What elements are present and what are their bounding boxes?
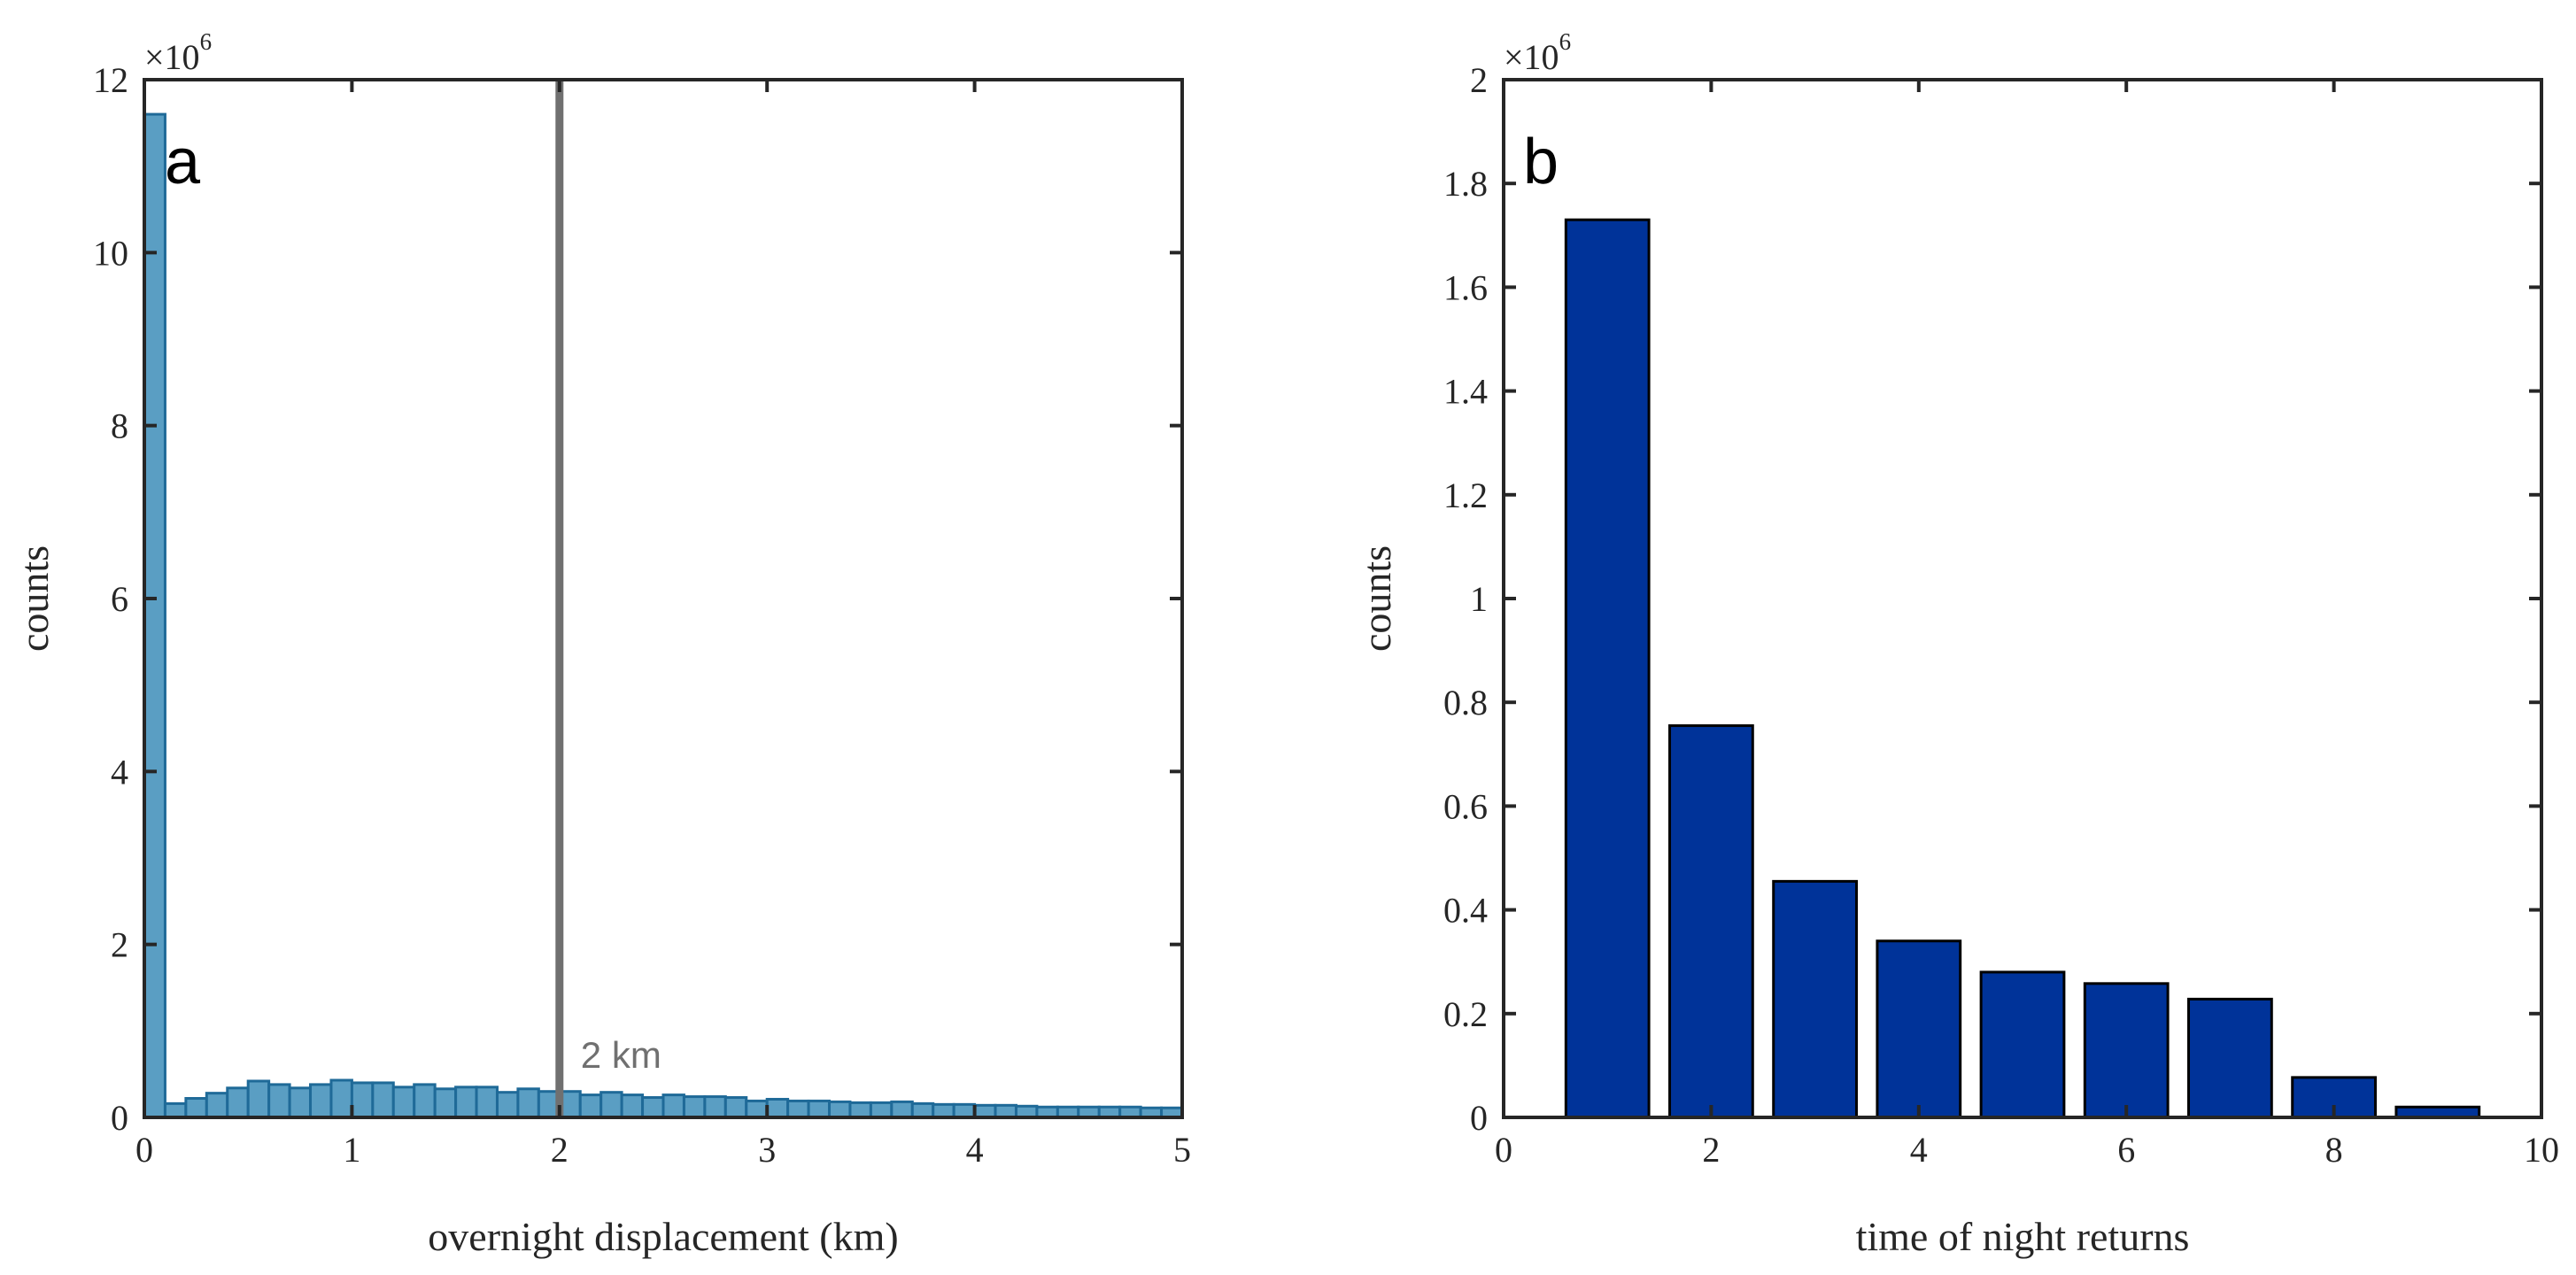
panel-a-y-tick-label: 10 (93, 233, 128, 273)
panel-a-y-multiplier-base: ×10 (144, 37, 200, 77)
panel-a-y-multiplier-exponent: 6 (200, 28, 213, 55)
bar (1979, 970, 2066, 1119)
panel-b-y-tick-label: 1.2 (1443, 475, 1488, 515)
panel-a-x-tick-label: 0 (135, 1130, 153, 1170)
panel-b-y-tick-label: 0.6 (1443, 786, 1488, 826)
panel-a-y-tick-label: 12 (93, 60, 128, 100)
histogram-bin (184, 1097, 208, 1119)
histogram-bin (205, 1092, 229, 1119)
histogram-bin (745, 1099, 769, 1119)
histogram-bin (267, 1083, 291, 1119)
histogram-bin (682, 1095, 707, 1119)
histogram-bin (246, 1079, 271, 1119)
bar (1668, 724, 1754, 1119)
histogram-bin (723, 1096, 748, 1119)
panel-a-y-axis-title: counts (12, 545, 57, 652)
histogram-bin (620, 1093, 645, 1119)
panel-a-x-tick-label: 3 (758, 1130, 776, 1170)
histogram-bin (413, 1083, 437, 1119)
histogram-bin (807, 1099, 832, 1119)
panel-b-bar-chart: 0 2 4 6 8 10 0 0.2 0.4 0.6 0.8 1 1.2 1.4 1.6 1.8 2 b ×10… (1354, 28, 2559, 1259)
panel-b-x-tick-label: 6 (2117, 1130, 2135, 1170)
bar (1564, 218, 1651, 1119)
histogram-bin (910, 1101, 935, 1119)
panel-b-x-tick-label: 4 (1910, 1130, 1928, 1170)
histogram-bin (371, 1081, 395, 1119)
histogram-bin (994, 1103, 1017, 1119)
histogram-bin (661, 1093, 685, 1119)
panel-b-y-tick-label: 1.4 (1443, 372, 1488, 412)
panel-b-plot-area (1504, 80, 2541, 1117)
histogram-bin (848, 1101, 872, 1119)
panel-b-y-tick-label: 0 (1470, 1098, 1488, 1138)
histogram-bin (350, 1081, 375, 1119)
bar (1772, 879, 1858, 1119)
histogram-bin (226, 1086, 250, 1119)
histogram-bin (703, 1095, 727, 1119)
histogram-bin (786, 1099, 810, 1119)
panel-a-x-tick-label: 1 (343, 1130, 360, 1170)
panel-b-y-tick-label: 1 (1470, 579, 1488, 619)
panel-a-y-multiplier: ×106 (144, 28, 212, 77)
panel-b-x-tick-label: 8 (2325, 1130, 2343, 1170)
panel-b-y-tick-label: 1.8 (1443, 164, 1488, 204)
panel-b-ticks: 0 2 4 6 8 10 0 0.2 0.4 0.6 0.8 1 1.2 1.4 1.6 1.8 2 (1443, 60, 2559, 1170)
panel-a-x-tick-label: 2 (551, 1130, 569, 1170)
panel-a-y-tick-label: 6 (111, 579, 128, 619)
panel-b-x-tick-label: 10 (2524, 1130, 2559, 1170)
panel-b-y-tick-label: 1.6 (1443, 267, 1488, 307)
histogram-bin (163, 1101, 188, 1119)
histogram-bin (641, 1096, 665, 1119)
bar (2187, 997, 2273, 1119)
panel-a-reference-label: 2 km (581, 1034, 661, 1076)
histogram-bin (516, 1087, 540, 1119)
panel-b-y-tick-label: 0.8 (1443, 683, 1488, 722)
panel-a-plot-area (144, 80, 1182, 1117)
histogram-bin (475, 1086, 499, 1119)
panel-b-x-tick-label: 2 (1702, 1130, 1720, 1170)
histogram-bin (391, 1086, 416, 1119)
histogram-bin (932, 1102, 955, 1119)
bar (2083, 982, 2170, 1119)
panel-b-y-multiplier-exponent: 6 (1559, 28, 1572, 55)
panel-b-y-multiplier: ×106 (1504, 28, 1571, 77)
panel-b-x-axis-title: time of night returns (1856, 1214, 2190, 1259)
panel-b-y-multiplier-base: ×10 (1504, 37, 1559, 77)
histogram-bin (828, 1100, 852, 1119)
panel-a-y-tick-label: 4 (111, 752, 128, 792)
panel-a-letter: a (165, 127, 201, 197)
histogram-bin (973, 1103, 997, 1119)
histogram-bin (309, 1083, 333, 1119)
panel-a-y-tick-label: 8 (111, 406, 128, 446)
histogram-bin (890, 1100, 914, 1119)
panel-b-x-tick-label: 0 (1495, 1130, 1512, 1170)
histogram-bin (433, 1087, 458, 1119)
histogram-bin (454, 1086, 478, 1119)
bar (1876, 939, 1962, 1119)
histogram-bin (288, 1086, 313, 1119)
panel-b-letter: b (1523, 127, 1559, 197)
histogram-bin (600, 1091, 623, 1119)
panel-a-x-tick-label: 4 (966, 1130, 984, 1170)
panel-b-y-tick-label: 0.4 (1443, 891, 1488, 931)
panel-b-y-tick-label: 2 (1470, 60, 1488, 100)
histogram-bin (143, 112, 166, 1119)
panel-b-y-axis-title: counts (1354, 545, 1399, 652)
panel-a-x-tick-label: 5 (1173, 1130, 1191, 1170)
histogram-bin (765, 1097, 790, 1119)
histogram-bin (869, 1101, 893, 1119)
histogram-bin (329, 1078, 353, 1119)
histogram-bin (578, 1093, 603, 1119)
panel-a-y-tick-label: 0 (111, 1098, 128, 1138)
histogram-bin (952, 1102, 977, 1119)
panel-b-y-tick-label: 0.2 (1443, 994, 1488, 1034)
panel-a-x-axis-title: overnight displacement (km) (428, 1214, 898, 1259)
panel-a-y-tick-label: 2 (111, 925, 128, 965)
histogram-bin (495, 1091, 520, 1119)
